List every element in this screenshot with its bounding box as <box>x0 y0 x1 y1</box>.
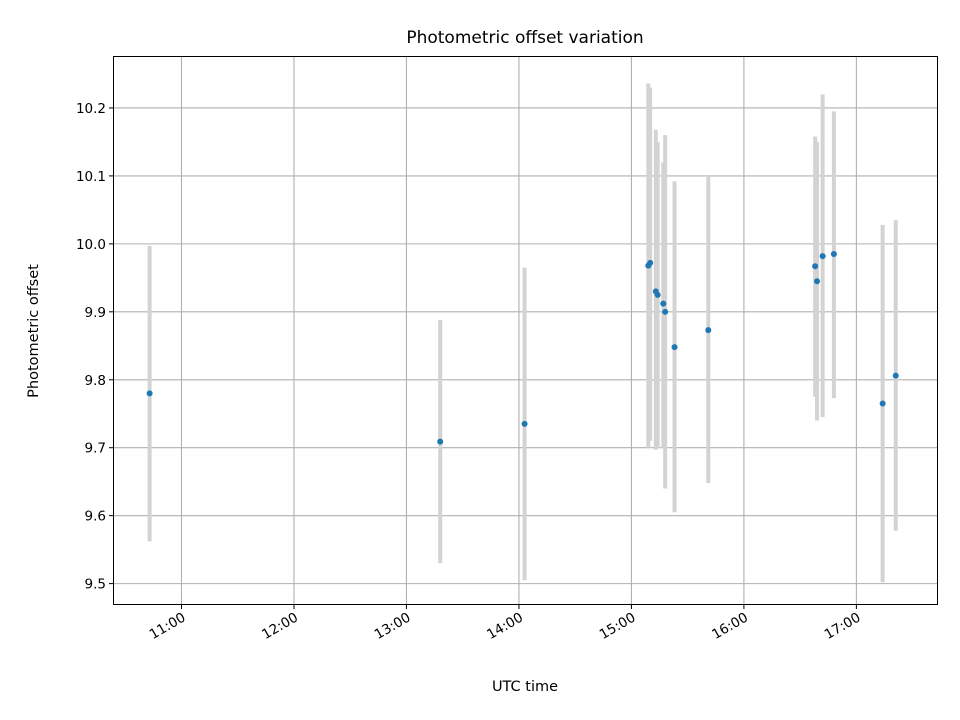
data-point <box>814 278 821 285</box>
data-point <box>662 308 669 315</box>
data-point <box>705 327 712 334</box>
x-axis-title: UTC time <box>492 679 558 695</box>
data-point <box>819 253 826 260</box>
x-tick-label: 12:00 <box>259 610 301 643</box>
error-bars <box>147 83 898 583</box>
x-tick-label: 11:00 <box>147 610 189 643</box>
plot-area-frame <box>113 56 938 605</box>
y-tick-label: 9.5 <box>85 577 106 593</box>
data-points <box>146 251 899 445</box>
x-tick-label: 17:00 <box>822 610 864 643</box>
data-point <box>647 259 654 266</box>
data-point <box>654 291 661 298</box>
data-point <box>830 251 837 258</box>
x-tick-label: 14:00 <box>484 610 526 643</box>
chart-title: Photometric offset variation <box>406 28 643 48</box>
y-tick-label: 9.8 <box>85 373 106 389</box>
y-tick-label: 9.7 <box>85 441 106 457</box>
data-point <box>660 300 667 307</box>
y-tick-label: 9.9 <box>85 305 106 321</box>
y-tick-label: 9.6 <box>85 509 106 525</box>
x-tick-label: 16:00 <box>709 610 751 643</box>
data-point <box>892 372 899 379</box>
data-point <box>437 438 444 445</box>
grid <box>114 57 937 604</box>
y-tick-label: 10.0 <box>76 237 106 253</box>
x-tick-label: 13:00 <box>372 610 414 643</box>
data-point <box>671 344 678 351</box>
data-point <box>879 400 886 407</box>
y-tick-label: 10.2 <box>76 101 106 117</box>
x-tick-label: 15:00 <box>597 610 639 643</box>
y-tick-label: 10.1 <box>76 169 106 185</box>
y-axis-title: Photometric offset <box>26 264 42 398</box>
x-axis-ticks: 11:00 12:00 13:00 14:00 15:00 16:00 17:00 <box>147 604 864 643</box>
data-point <box>146 390 153 397</box>
data-point <box>812 263 819 270</box>
data-point <box>521 420 528 427</box>
y-axis-ticks: 9.5 9.6 9.7 9.8 9.9 10.0 10.1 10.2 <box>76 101 114 593</box>
